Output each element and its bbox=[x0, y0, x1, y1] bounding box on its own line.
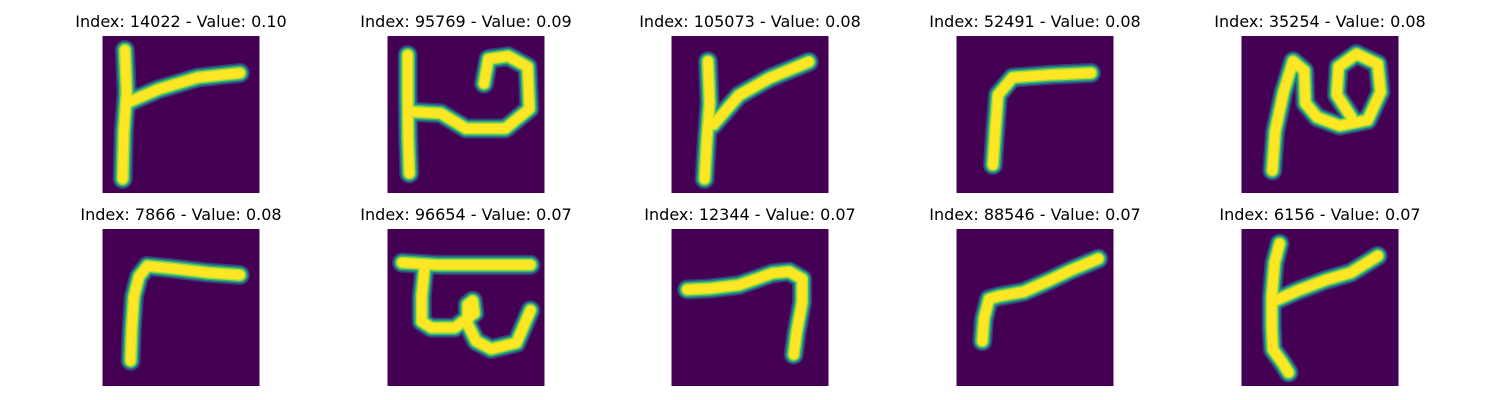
digit-glyph-35254 bbox=[1241, 36, 1399, 193]
digit-image bbox=[671, 229, 829, 386]
digit-image bbox=[1241, 229, 1399, 386]
digit-glyph-7866 bbox=[102, 229, 260, 386]
panel-title: Index: 95769 - Value: 0.09 bbox=[360, 12, 572, 31]
digit-glyph-14022 bbox=[102, 36, 260, 193]
pen-stroke bbox=[403, 50, 414, 178]
panel-title: Index: 6156 - Value: 0.07 bbox=[1219, 205, 1421, 224]
pen-strokes bbox=[112, 39, 250, 190]
pen-stroke bbox=[700, 56, 715, 184]
panel-title: Index: 52491 - Value: 0.08 bbox=[929, 12, 1141, 31]
pen-stroke bbox=[397, 258, 535, 270]
panel-title: Index: 88546 - Value: 0.07 bbox=[929, 205, 1141, 224]
pen-stroke bbox=[1268, 251, 1383, 306]
pen-strokes bbox=[982, 62, 1102, 176]
pen-strokes bbox=[1262, 43, 1391, 181]
digit-image bbox=[956, 229, 1114, 386]
pen-stroke bbox=[988, 68, 1096, 170]
panel-title: Index: 7866 - Value: 0.08 bbox=[80, 205, 282, 224]
panel-title: Index: 14022 - Value: 0.10 bbox=[75, 12, 287, 31]
digit-glyph-52491 bbox=[956, 36, 1114, 193]
panel-title: Index: 35254 - Value: 0.08 bbox=[1214, 12, 1426, 31]
digit-glyph-6156 bbox=[1241, 229, 1399, 386]
pen-strokes bbox=[677, 261, 813, 365]
pen-strokes bbox=[972, 248, 1109, 352]
pen-stroke bbox=[118, 45, 132, 184]
digit-glyph-96654 bbox=[387, 229, 545, 386]
pen-stroke bbox=[1267, 49, 1386, 176]
pen-stroke bbox=[977, 254, 1103, 346]
pen-stroke bbox=[123, 68, 245, 107]
digit-image bbox=[956, 36, 1114, 193]
digit-glyph-95769 bbox=[387, 36, 545, 193]
pen-stroke bbox=[417, 263, 535, 354]
pen-stroke bbox=[709, 57, 814, 130]
digit-image bbox=[671, 36, 829, 193]
digit-image bbox=[102, 229, 260, 386]
panel-title: Index: 12344 - Value: 0.07 bbox=[644, 205, 856, 224]
image-background bbox=[956, 36, 1114, 193]
digit-glyph-88546 bbox=[956, 229, 1114, 386]
pen-strokes bbox=[694, 51, 819, 190]
pen-stroke bbox=[1267, 239, 1294, 378]
digit-glyph-105073 bbox=[671, 36, 829, 193]
pen-stroke bbox=[126, 261, 245, 366]
pen-stroke bbox=[682, 267, 807, 360]
panel-title: Index: 96654 - Value: 0.07 bbox=[360, 205, 572, 224]
pen-strokes bbox=[397, 44, 540, 184]
pen-strokes bbox=[120, 255, 250, 371]
pen-strokes bbox=[1261, 233, 1388, 383]
pen-strokes bbox=[391, 252, 541, 360]
digit-image bbox=[1241, 36, 1399, 193]
digit-image bbox=[387, 229, 545, 386]
digit-glyph-12344 bbox=[671, 229, 829, 386]
digit-image bbox=[387, 36, 545, 193]
pen-stroke bbox=[406, 51, 534, 134]
digit-image bbox=[102, 36, 260, 193]
panel-title: Index: 105073 - Value: 0.08 bbox=[639, 12, 861, 31]
